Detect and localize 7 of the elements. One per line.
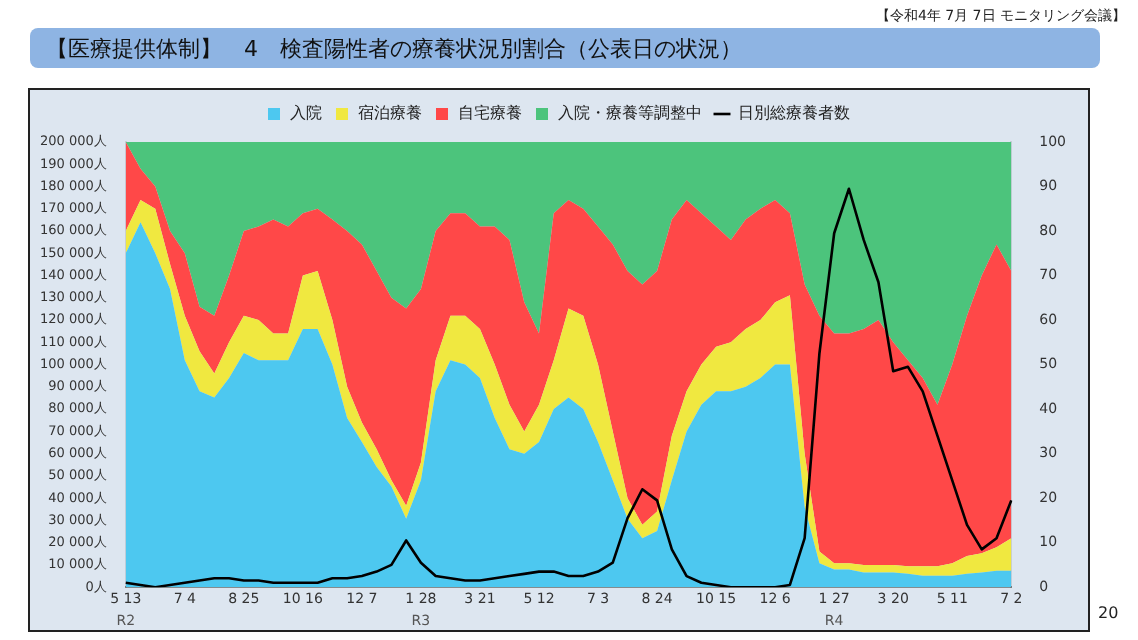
- legend-label: 自宅療養: [458, 104, 522, 123]
- legend-label: 日別総療養者数: [738, 104, 850, 123]
- chart-title: 【医療提供体制】 4 検査陽性者の療養状況別割合（公表日の状況）: [30, 28, 1100, 68]
- text: 20: [1098, 604, 1119, 622]
- legend-label: 宿泊療養: [358, 104, 422, 123]
- legend-label: 入院: [290, 104, 322, 123]
- legend-label: 入院・療養等調整中: [558, 104, 702, 123]
